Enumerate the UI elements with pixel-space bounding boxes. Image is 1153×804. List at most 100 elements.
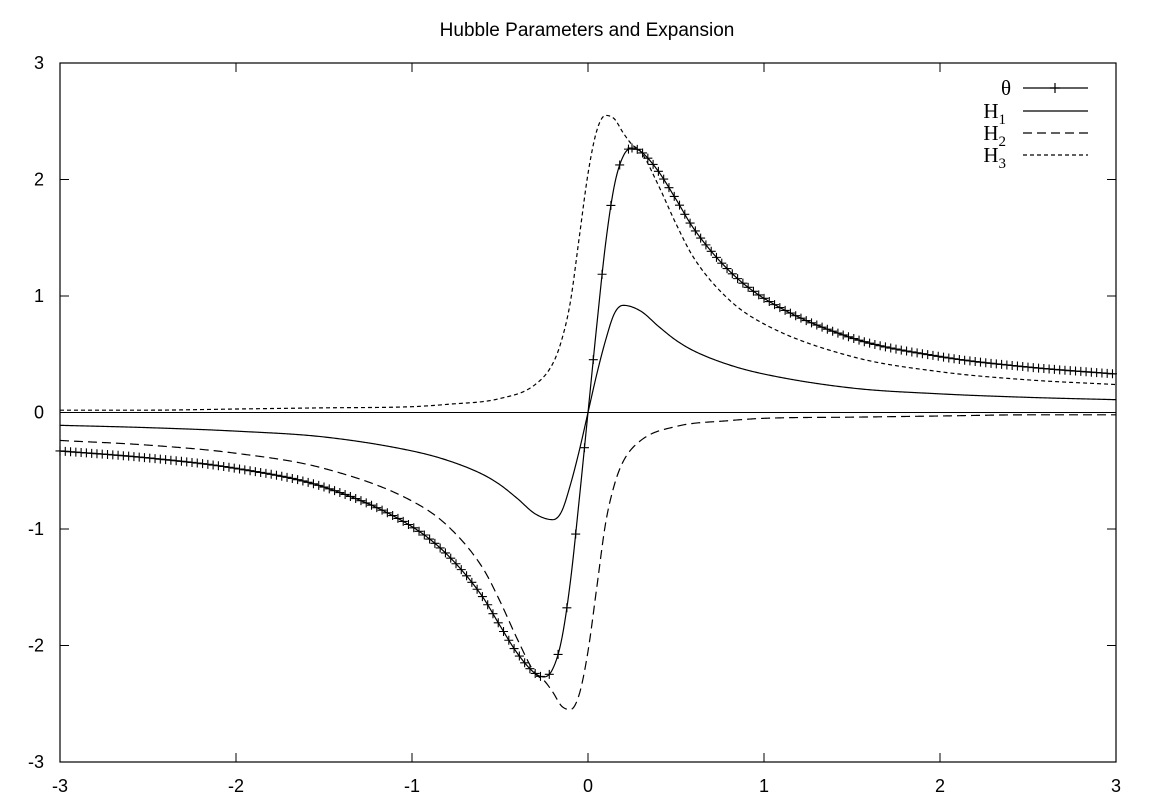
theta-point-marker [785,308,795,318]
theta-point-marker [182,457,192,467]
theta-point-marker [891,344,901,354]
theta-point-marker [944,353,954,363]
theta-point-marker [907,347,917,357]
theta-point-marker [764,297,774,307]
series-line-h3 [60,114,1117,411]
theta-point-marker [314,480,324,490]
theta-point-marker [696,233,706,243]
theta-point-marker [780,305,790,315]
theta-point-marker [553,649,563,659]
theta-point-marker [690,226,700,236]
series-line-h1 [59,304,1117,521]
legend-label: θ [1001,76,1011,100]
theta-point-marker [970,357,980,367]
x-tick-label: -1 [404,776,420,796]
theta-point-marker [865,338,875,348]
theta-point-marker [493,618,503,628]
x-tick-label: 3 [1111,776,1121,796]
theta-point-marker [675,200,685,210]
theta-point-marker [859,337,869,347]
theta-point-marker [414,526,424,536]
theta-point-marker [632,144,642,154]
theta-point-marker [870,339,880,349]
theta-point-marker [722,264,732,274]
theta-point-marker [544,669,554,679]
theta-point-marker [171,456,181,466]
theta-point-marker [203,459,213,469]
theta-point-marker [277,471,287,481]
legend-entry-θ: θ [1001,76,1088,100]
theta-point-marker [176,456,186,466]
y-tick-label: 1 [34,286,44,306]
legend-label: H1 [983,99,1006,128]
series-h1 [59,304,1117,521]
legend-label-main: H [983,121,998,145]
theta-point-marker [801,316,811,326]
theta-point-marker [456,565,466,575]
theta-point-marker [828,326,838,336]
theta-point-marker [886,343,896,353]
theta-point-marker [319,482,329,492]
theta-point-marker [187,457,197,467]
theta-point-marker [638,148,648,158]
theta-point-marker [796,313,806,323]
theta-point-marker [451,559,461,569]
theta-point-marker [330,486,340,496]
theta-point-marker [514,651,524,661]
y-tick-label: -1 [28,519,44,539]
theta-point-marker [293,475,303,485]
theta-point-marker [664,183,674,193]
theta-point-marker [435,543,445,553]
theta-point-marker [235,464,245,474]
theta-point-marker [933,351,943,361]
legend-label-main: H [983,99,998,123]
theta-point-marker [854,335,864,345]
theta-point-marker [817,322,827,332]
y-tick-label: -3 [28,752,44,772]
theta-point-marker [812,320,822,330]
theta-point-marker [981,358,991,368]
theta-point-marker [403,520,413,530]
theta-point-marker [419,530,429,540]
theta-point-marker [467,577,477,587]
x-tick-label: -2 [228,776,244,796]
theta-point-marker [680,209,690,219]
theta-point-marker [685,218,695,228]
theta-point-marker [833,328,843,338]
theta-point-marker [256,467,266,477]
theta-point-marker [743,282,753,292]
theta-point-marker [648,159,658,169]
theta-point-marker [308,479,318,489]
theta-point-marker [345,491,355,501]
theta-point-marker [509,644,519,654]
theta-point-marker [939,352,949,362]
theta-point-marker [324,484,334,494]
theta-point-marker [340,489,350,499]
legend-label: H2 [983,121,1006,150]
theta-point-marker [965,356,975,366]
theta-point-marker [382,508,392,518]
theta-point-marker [303,477,313,487]
theta-point-marker [287,473,297,483]
legend-label: H3 [983,143,1006,172]
legend-label-main: H [983,143,998,167]
theta-point-marker [488,609,498,619]
theta-point-marker [597,269,607,279]
legend-plus-marker [1050,83,1060,93]
legend-label-main: θ [1001,76,1011,100]
theta-point-marker [706,246,716,256]
theta-point-marker [462,571,472,581]
theta-point-marker [849,334,859,344]
theta-point-marker [754,290,764,300]
series-h3 [60,114,1117,411]
theta-point-marker [669,191,679,201]
theta-point-marker [770,300,780,310]
theta-point-marker [880,342,890,352]
theta-point-marker [615,160,625,170]
theta-point-marker [822,324,832,334]
theta-point-marker [430,538,440,548]
theta-point-marker [775,303,785,313]
theta-point-marker [425,534,435,544]
y-tick-label: -2 [28,636,44,656]
